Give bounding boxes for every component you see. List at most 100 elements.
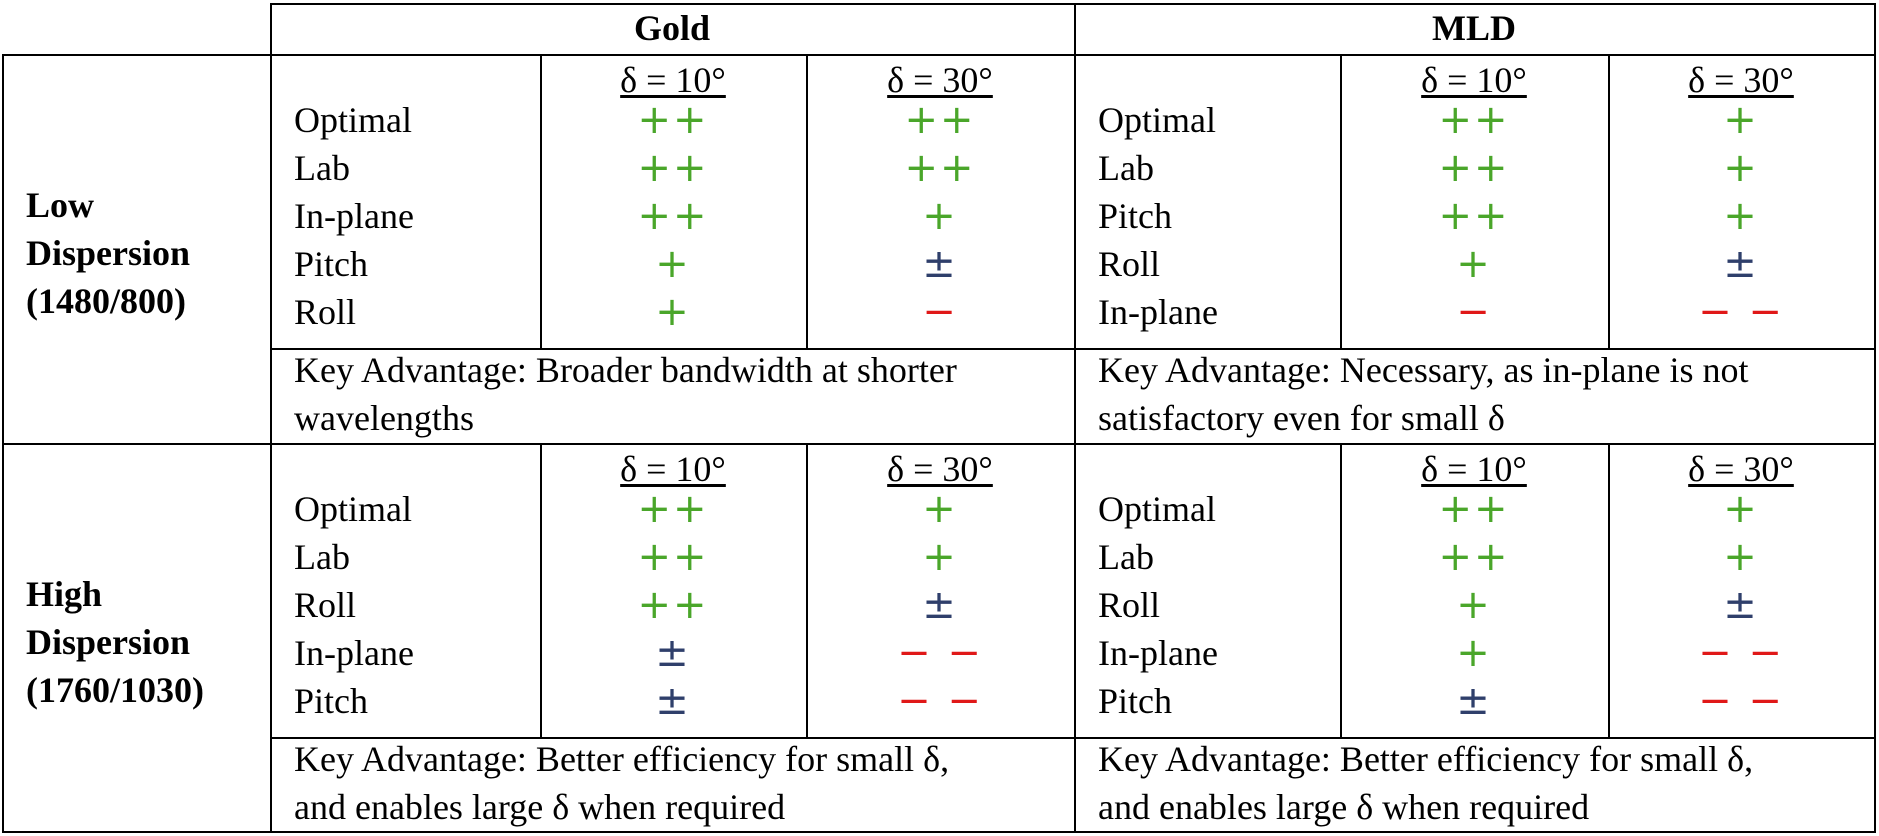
rating-symbol: + bbox=[1723, 193, 1759, 239]
rating-symbol: ++ bbox=[637, 582, 709, 628]
subcol-divider-0-1 bbox=[806, 54, 808, 348]
mld-header: MLD bbox=[1432, 8, 1516, 48]
subcol-divider-0-0 bbox=[540, 54, 542, 348]
config-label: Roll bbox=[1098, 585, 1161, 625]
rating-symbol: − − bbox=[897, 678, 983, 724]
rating-symbol: + bbox=[1723, 97, 1759, 143]
config-label: Lab bbox=[294, 148, 350, 188]
col-head-30deg: δ = 30° bbox=[887, 60, 993, 100]
config-label: In-plane bbox=[294, 196, 414, 236]
rating-symbol: ++ bbox=[637, 97, 709, 143]
key-row-border-0 bbox=[270, 348, 1874, 350]
col-head-10deg: δ = 10° bbox=[1421, 60, 1527, 100]
rating-symbol: ++ bbox=[637, 534, 709, 580]
rating-symbol: ± bbox=[922, 582, 958, 628]
row-label-line: Low bbox=[26, 185, 95, 225]
config-label: Roll bbox=[294, 585, 357, 625]
rating-symbol: + bbox=[655, 289, 691, 335]
key-advantage-text: Key Advantage: Broader bandwidth at shor… bbox=[294, 350, 957, 390]
rating-symbol: + bbox=[1456, 582, 1492, 628]
rating-symbol: − − bbox=[1698, 678, 1784, 724]
rating-symbol: − − bbox=[1698, 289, 1784, 335]
config-label: In-plane bbox=[1098, 292, 1218, 332]
rating-symbol: ± bbox=[655, 678, 691, 724]
key-advantage-text: Key Advantage: Necessary, as in-plane is… bbox=[1098, 350, 1749, 390]
rating-symbol: ± bbox=[655, 630, 691, 676]
subcol-divider-1-1 bbox=[806, 443, 808, 737]
col-head-10deg: δ = 10° bbox=[620, 449, 726, 489]
table-right-border bbox=[1874, 3, 1876, 833]
gold-mld-divider bbox=[1074, 3, 1076, 831]
key-advantage-text: Key Advantage: Better efficiency for sma… bbox=[1098, 739, 1754, 779]
rating-symbol: ± bbox=[922, 241, 958, 287]
row-label-line: (1480/800) bbox=[26, 281, 186, 321]
rating-symbol: − − bbox=[1698, 630, 1784, 676]
subcol-divider-1-0 bbox=[540, 443, 542, 737]
rating-symbol: ± bbox=[1456, 678, 1492, 724]
key-advantage-text: satisfactory even for small δ bbox=[1098, 398, 1505, 438]
rating-symbol: ++ bbox=[637, 193, 709, 239]
config-label: Pitch bbox=[294, 681, 369, 721]
rating-symbol: + bbox=[1723, 486, 1759, 532]
key-advantage-text: wavelengths bbox=[294, 398, 474, 438]
config-label: Roll bbox=[294, 292, 357, 332]
key-advantage-text: and enables large δ when required bbox=[1098, 787, 1590, 827]
rating-symbol: + bbox=[1723, 534, 1759, 580]
rating-symbol: − bbox=[1456, 289, 1492, 335]
table-top-border bbox=[270, 3, 1874, 5]
rating-symbol: ++ bbox=[1438, 145, 1510, 191]
config-label: Roll bbox=[1098, 244, 1161, 284]
key-row-border-1 bbox=[270, 737, 1874, 739]
rating-symbol: + bbox=[922, 193, 958, 239]
rating-symbol: − − bbox=[897, 630, 983, 676]
table-bottom-border bbox=[2, 831, 1876, 833]
rating-symbol: − bbox=[922, 289, 958, 335]
header-bottom-border bbox=[2, 54, 1874, 56]
col-head-10deg: δ = 10° bbox=[1421, 449, 1527, 489]
subcol-divider-0-3 bbox=[1608, 54, 1610, 348]
subcol-divider-0-2 bbox=[1340, 54, 1342, 348]
rating-symbol: + bbox=[1456, 241, 1492, 287]
config-label: In-plane bbox=[1098, 633, 1218, 673]
row-label-line: High bbox=[26, 574, 103, 614]
rating-symbol: ++ bbox=[637, 145, 709, 191]
config-label: Lab bbox=[1098, 537, 1154, 577]
col-head-10deg: δ = 10° bbox=[620, 60, 726, 100]
row-label-line: Dispersion bbox=[26, 233, 191, 273]
table-left-border bbox=[2, 54, 4, 831]
rating-symbol: ± bbox=[1723, 241, 1759, 287]
rating-symbol: ++ bbox=[637, 486, 709, 532]
config-label: Optimal bbox=[294, 489, 412, 529]
col-head-30deg: δ = 30° bbox=[887, 449, 993, 489]
rating-symbol: + bbox=[922, 486, 958, 532]
block-divider bbox=[2, 443, 1874, 445]
config-label: Optimal bbox=[294, 100, 412, 140]
config-label: Pitch bbox=[294, 244, 369, 284]
config-label: Lab bbox=[294, 537, 350, 577]
subcol-divider-1-2 bbox=[1340, 443, 1342, 737]
row-label-line: (1760/1030) bbox=[26, 670, 204, 710]
row-label-line: Dispersion bbox=[26, 622, 191, 662]
rating-symbol: ++ bbox=[904, 97, 976, 143]
gold-left-border bbox=[270, 3, 272, 831]
config-label: Optimal bbox=[1098, 100, 1216, 140]
rating-symbol: + bbox=[655, 241, 691, 287]
key-advantage-text: Key Advantage: Better efficiency for sma… bbox=[294, 739, 950, 779]
rating-symbol: ++ bbox=[904, 145, 976, 191]
rating-symbol: + bbox=[1723, 145, 1759, 191]
key-advantage-text: and enables large δ when required bbox=[294, 787, 786, 827]
config-label: Pitch bbox=[1098, 681, 1173, 721]
rating-symbol: ++ bbox=[1438, 486, 1510, 532]
rating-symbol: ++ bbox=[1438, 193, 1510, 239]
rating-symbol: + bbox=[922, 534, 958, 580]
subcol-divider-1-3 bbox=[1608, 443, 1610, 737]
config-label: Pitch bbox=[1098, 196, 1173, 236]
rating-symbol: + bbox=[1456, 630, 1492, 676]
rating-symbol: ++ bbox=[1438, 534, 1510, 580]
rating-symbol: ++ bbox=[1438, 97, 1510, 143]
rating-symbol: ± bbox=[1723, 582, 1759, 628]
gold-header: Gold bbox=[633, 8, 711, 48]
config-label: Optimal bbox=[1098, 489, 1216, 529]
config-label: Lab bbox=[1098, 148, 1154, 188]
col-head-30deg: δ = 30° bbox=[1688, 449, 1794, 489]
